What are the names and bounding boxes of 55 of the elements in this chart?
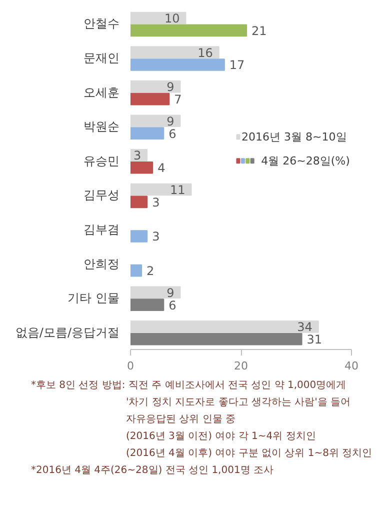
data-label: 17	[229, 58, 245, 72]
legend-label: 2016년 3월 8~10일	[242, 130, 347, 144]
x-tick-label: 20	[234, 360, 248, 372]
data-label: 3	[152, 230, 160, 244]
x-tick-label: 0	[127, 360, 134, 372]
bar	[130, 24, 248, 37]
y-tick-label: 김무성	[84, 188, 120, 202]
text: 자유응답된 상위 인물 중	[125, 413, 237, 427]
bar	[130, 80, 181, 93]
data-label: 16	[198, 46, 213, 60]
y-tick-label: 안희정	[84, 256, 120, 271]
data-label: 2	[146, 264, 154, 278]
bar	[130, 286, 181, 299]
bar	[130, 92, 170, 106]
y-tick-label: 문재인	[84, 50, 120, 65]
bar	[130, 114, 181, 128]
bar	[130, 320, 319, 333]
data-label: 9	[166, 80, 174, 94]
data-label: 4	[158, 161, 166, 176]
bar	[130, 264, 142, 277]
data-label: 7	[174, 92, 182, 107]
data-label: 31	[306, 332, 322, 347]
y-tick-label: 김부겸	[84, 222, 120, 236]
data-label: 10	[164, 11, 180, 26]
y-tick-label: 기타 인물	[68, 291, 120, 306]
text: '차기 정치 지도자로 좋다고 생각하는 사람'을 들어	[125, 396, 352, 410]
bar	[130, 127, 164, 140]
data-label: 9	[166, 114, 174, 128]
bar	[130, 46, 220, 58]
data-label: 11	[170, 182, 186, 197]
bar	[130, 58, 225, 71]
bar	[130, 230, 148, 242]
bar	[130, 196, 148, 208]
bar	[130, 183, 192, 196]
bar	[130, 332, 302, 346]
text: (2016년 4월 이후) 여야 구분 없이 상위 1~8위 정치인	[125, 447, 372, 461]
y-tick-label: 박원순	[84, 120, 120, 134]
legend-label: 4월 26~28일(%)	[261, 154, 350, 168]
x-tick-label: 40	[344, 360, 358, 372]
data-label: 21	[252, 24, 267, 38]
bar	[130, 161, 154, 174]
data-label: 9	[166, 286, 174, 300]
y-tick-label: 안철수	[84, 16, 120, 31]
data-label: 3	[152, 195, 160, 210]
y-tick-label: 없음/모름/응답거절	[15, 325, 120, 340]
y-tick-label: 유승민	[84, 154, 120, 168]
y-tick-label: 오세훈	[84, 85, 120, 100]
text: *2016년 4월 4주(26~28일) 전국 성인 1,001명 조사	[31, 464, 275, 478]
data-label: 6	[168, 298, 176, 312]
text: (2016년 3월 이전) 여야 각 1~4위 정치인	[125, 430, 317, 444]
text: *후보 8인 선정 방법: 직전 주 예비조사에서 전국 성인 약 1,000명에게	[31, 379, 348, 393]
data-label: 3	[133, 148, 142, 163]
bar	[130, 298, 164, 311]
data-label: 6	[168, 126, 176, 141]
data-label: 34	[297, 320, 312, 334]
